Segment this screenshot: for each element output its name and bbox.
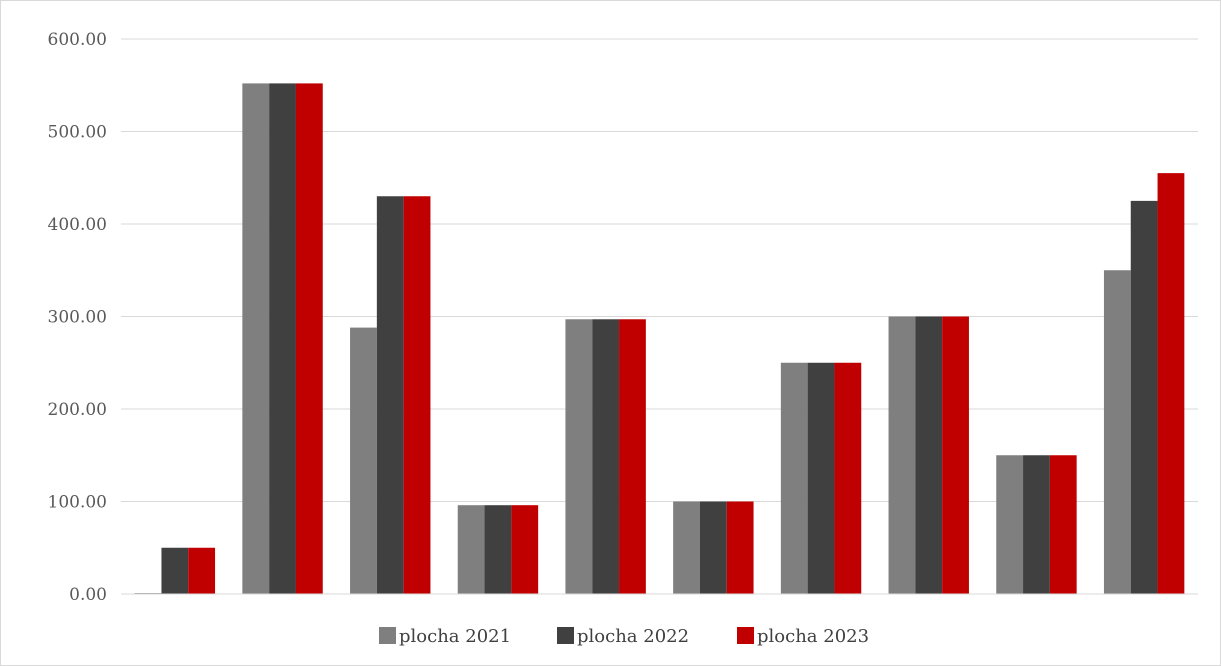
bar-plocha-2022-7 xyxy=(807,362,835,594)
bar-plocha-2021-7 xyxy=(780,362,808,594)
bar-plocha-2023-10 xyxy=(1157,173,1185,595)
legend-swatch-plocha-2022 xyxy=(557,627,574,644)
legend-label-plocha-2022: plocha 2022 xyxy=(577,626,689,647)
y-tick-label: 200.00 xyxy=(48,400,107,420)
bar-plocha-2023-1 xyxy=(188,547,216,594)
y-tick-label: 500.00 xyxy=(48,123,107,143)
legend-label-plocha-2021: plocha 2021 xyxy=(399,626,511,647)
bar-plocha-2023-9 xyxy=(1049,455,1077,594)
bar-plocha-2022-8 xyxy=(915,316,943,594)
y-tick-label: 0.00 xyxy=(69,585,107,605)
bar-plocha-2022-2 xyxy=(269,83,296,595)
bar-plocha-2022-5 xyxy=(592,319,620,594)
legend-label-plocha-2023: plocha 2023 xyxy=(757,626,869,647)
bar-plocha-2023-3 xyxy=(403,196,431,594)
y-tick-label: 300.00 xyxy=(48,308,107,328)
bar-plocha-2023-2 xyxy=(295,83,323,595)
bar-plocha-2022-3 xyxy=(376,196,404,594)
bar-plocha-2023-7 xyxy=(834,362,862,594)
bar-plocha-2022-10 xyxy=(1130,200,1158,595)
legend-swatch-plocha-2023 xyxy=(737,627,754,644)
bar-plocha-2021-4 xyxy=(457,505,485,594)
bar-plocha-2022-6 xyxy=(699,501,727,594)
bar-plocha-2021-9 xyxy=(996,455,1024,594)
bars xyxy=(134,83,1185,595)
bar-plocha-2021-3 xyxy=(350,327,377,594)
bar-plocha-2021-2 xyxy=(242,83,270,595)
legend: plocha 2021 plocha 2022 plocha 2023 xyxy=(379,626,869,647)
bar-plocha-2023-4 xyxy=(511,505,539,594)
y-tick-label: 100.00 xyxy=(48,493,107,513)
bar-plocha-2021-6 xyxy=(673,501,700,594)
y-tick-label: 600.00 xyxy=(48,30,107,50)
bar-plocha-2023-8 xyxy=(942,316,969,594)
bar-plocha-2022-9 xyxy=(1023,455,1050,594)
legend-swatch-plocha-2021 xyxy=(379,627,396,644)
bar-plocha-2022-1 xyxy=(161,547,189,594)
bar-plocha-2023-5 xyxy=(619,319,646,594)
bar-plocha-2022-4 xyxy=(484,505,512,594)
bar-plocha-2021-5 xyxy=(565,319,593,594)
bar-plocha-2023-6 xyxy=(726,501,754,594)
bar-plocha-2021-10 xyxy=(1103,270,1131,594)
y-tick-label: 400.00 xyxy=(48,215,107,235)
bar-plocha-2021-8 xyxy=(888,316,916,594)
y-axis-tick-labels: 0.00 100.00 200.00 300.00 400.00 500.00 600.00 xyxy=(48,30,107,605)
